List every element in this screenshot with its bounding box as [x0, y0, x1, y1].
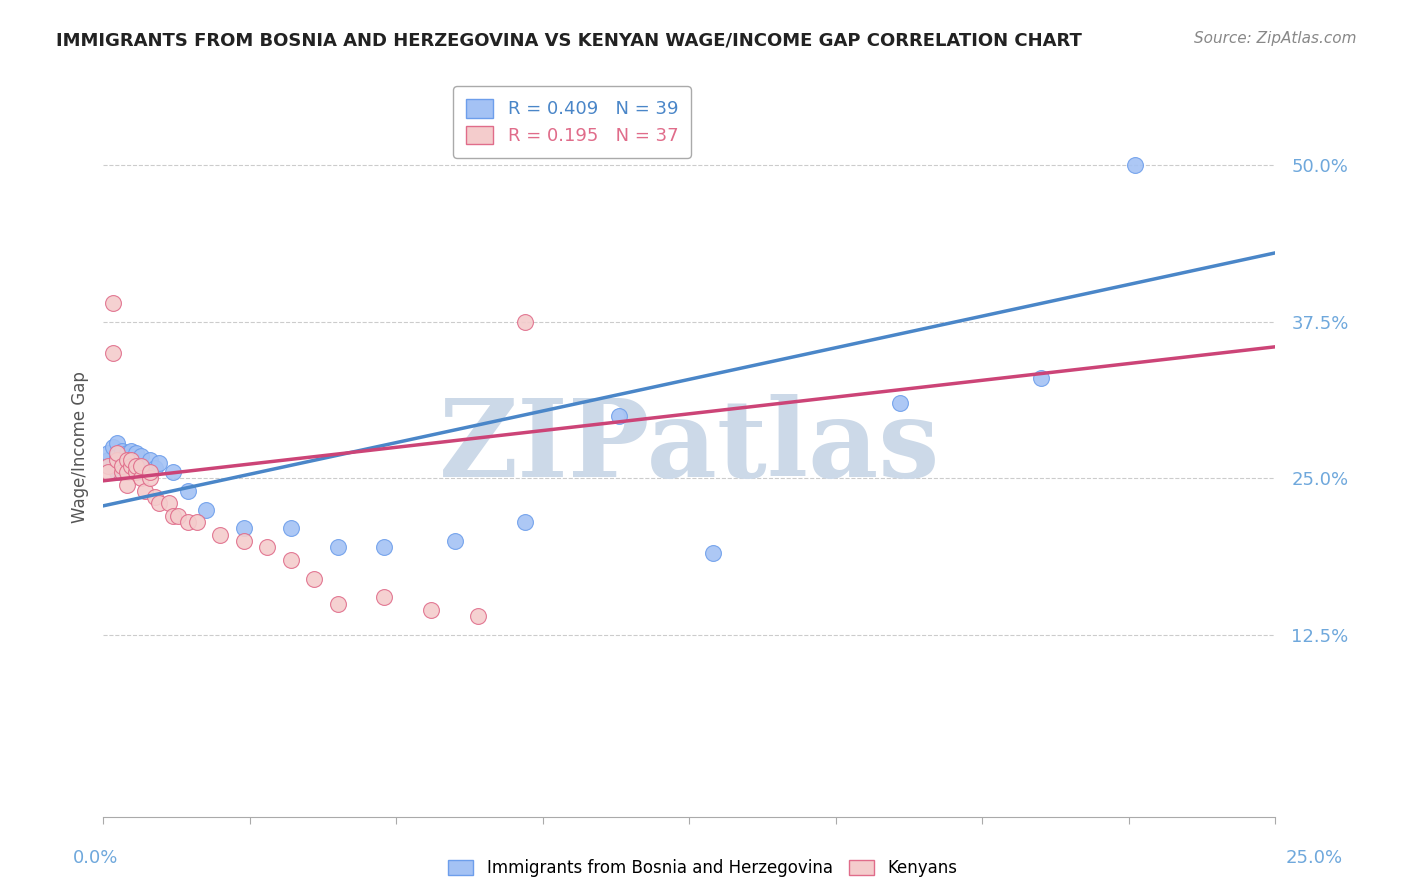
Point [607, 409, 630, 423]
Y-axis label: Wage/Income Gap: Wage/Income Gap [72, 371, 89, 523]
Point [111, 458, 134, 473]
Text: 0.0%: 0.0% [73, 849, 118, 867]
Point [115, 452, 138, 467]
Point [143, 490, 166, 504]
Point [467, 609, 489, 624]
Point [373, 591, 395, 605]
Text: Source: ZipAtlas.com: Source: ZipAtlas.com [1194, 31, 1357, 46]
Text: IMMIGRANTS FROM BOSNIA AND HERZEGOVINA VS KENYAN WAGE/INCOME GAP CORRELATION CHA: IMMIGRANTS FROM BOSNIA AND HERZEGOVINA V… [56, 31, 1083, 49]
Point [515, 515, 537, 529]
Point [134, 483, 156, 498]
Point [515, 315, 537, 329]
Point [120, 443, 142, 458]
Point [209, 527, 232, 541]
Point [176, 515, 198, 529]
Point [97, 452, 120, 467]
Point [280, 521, 302, 535]
Point [105, 449, 128, 463]
Point [111, 443, 134, 458]
Point [115, 465, 138, 479]
Point [326, 597, 349, 611]
Point [129, 449, 152, 463]
Point [162, 465, 184, 479]
Point [148, 496, 170, 510]
Point [134, 465, 156, 479]
Point [148, 456, 170, 470]
Point [111, 456, 134, 470]
Point [97, 458, 120, 473]
Point [139, 465, 162, 479]
Point [167, 508, 190, 523]
Text: 25.0%: 25.0% [1285, 849, 1343, 867]
Point [1123, 158, 1146, 172]
Point [97, 446, 120, 460]
Point [443, 533, 465, 548]
Text: ZIPatlas: ZIPatlas [439, 394, 941, 500]
Point [139, 471, 162, 485]
Point [162, 508, 184, 523]
Point [232, 521, 254, 535]
Point [1029, 371, 1052, 385]
Point [143, 461, 166, 475]
Point [186, 515, 208, 529]
Point [105, 436, 128, 450]
Legend: Immigrants from Bosnia and Herzegovina, Kenyans: Immigrants from Bosnia and Herzegovina, … [441, 853, 965, 884]
Point [157, 496, 180, 510]
Point [420, 603, 443, 617]
Point [702, 546, 724, 560]
Point [176, 483, 198, 498]
Point [373, 540, 395, 554]
Point [256, 540, 278, 554]
Point [129, 458, 152, 473]
Point [129, 458, 152, 473]
Point [120, 458, 142, 473]
Point [125, 446, 148, 460]
Point [326, 540, 349, 554]
Point [280, 553, 302, 567]
Point [195, 502, 218, 516]
Point [125, 456, 148, 470]
Point [232, 533, 254, 548]
Point [120, 461, 142, 475]
Legend: R = 0.409   N = 39, R = 0.195   N = 37: R = 0.409 N = 39, R = 0.195 N = 37 [453, 87, 690, 158]
Point [105, 465, 128, 479]
Point [105, 452, 128, 467]
Point [120, 449, 142, 463]
Point [120, 452, 142, 467]
Point [101, 458, 124, 473]
Point [101, 296, 124, 310]
Point [101, 346, 124, 360]
Point [115, 477, 138, 491]
Point [115, 458, 138, 473]
Point [111, 465, 134, 479]
Point [889, 396, 911, 410]
Point [101, 440, 124, 454]
Point [115, 446, 138, 460]
Point [125, 465, 148, 479]
Point [139, 452, 162, 467]
Point [97, 465, 120, 479]
Point [302, 572, 325, 586]
Point [115, 465, 138, 479]
Point [115, 452, 138, 467]
Point [105, 446, 128, 460]
Point [111, 461, 134, 475]
Point [129, 471, 152, 485]
Point [125, 458, 148, 473]
